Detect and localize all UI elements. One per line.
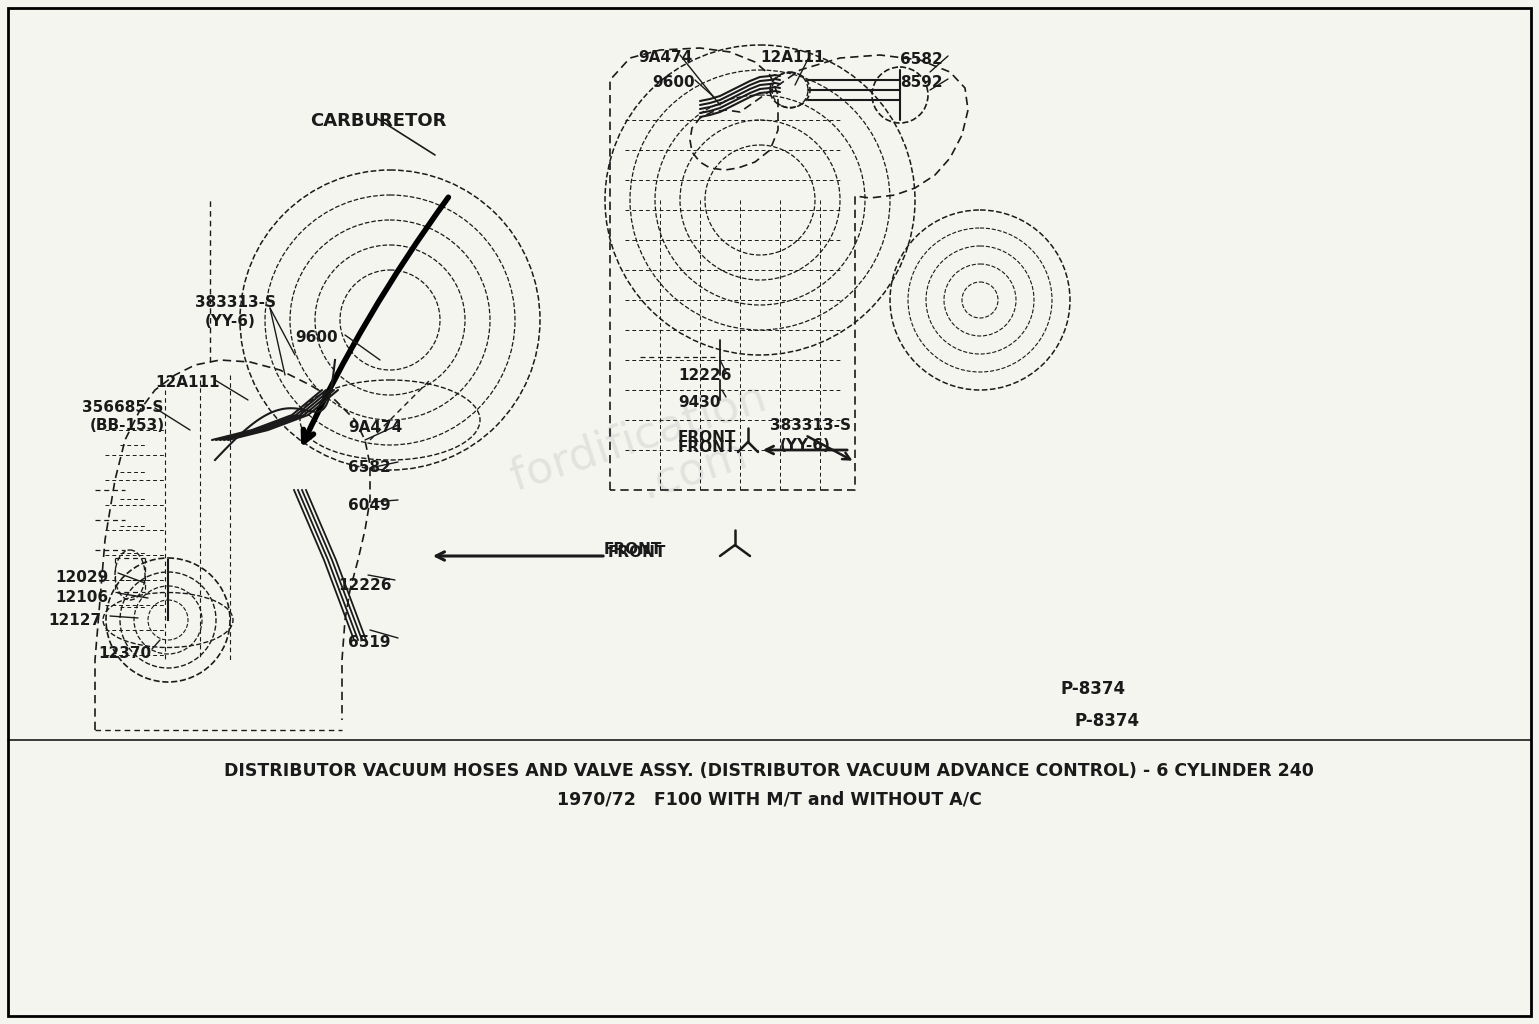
Text: FRONT: FRONT	[679, 430, 736, 445]
Text: 12106: 12106	[55, 590, 108, 605]
Text: 6582: 6582	[348, 460, 391, 475]
Text: 9A474: 9A474	[639, 50, 693, 65]
Text: 12029: 12029	[55, 570, 108, 585]
Text: FRONT: FRONT	[679, 440, 736, 455]
Text: fordification
      .com: fordification .com	[505, 376, 788, 546]
Text: 6049: 6049	[348, 498, 391, 513]
Text: 12226: 12226	[339, 578, 391, 593]
Text: 12A111: 12A111	[760, 50, 825, 65]
Text: (YY-6): (YY-6)	[205, 314, 255, 329]
Text: 12127: 12127	[48, 613, 102, 628]
Text: 8592: 8592	[900, 75, 942, 90]
Text: 9600: 9600	[653, 75, 694, 90]
Text: 383313-S: 383313-S	[770, 418, 851, 433]
Text: 383313-S: 383313-S	[195, 295, 275, 310]
Text: 1970/72   F100 WITH M/T and WITHOUT A/C: 1970/72 F100 WITH M/T and WITHOUT A/C	[557, 790, 982, 808]
Text: CARBURETOR: CARBURETOR	[309, 112, 446, 130]
Text: 12226: 12226	[679, 368, 731, 383]
Text: FRONT: FRONT	[608, 545, 666, 560]
Text: DISTRIBUTOR VACUUM HOSES AND VALVE ASSY. (DISTRIBUTOR VACUUM ADVANCE CONTROL) - : DISTRIBUTOR VACUUM HOSES AND VALVE ASSY.…	[225, 762, 1314, 780]
Text: P-8374: P-8374	[1060, 680, 1125, 698]
Text: 9430: 9430	[679, 395, 720, 410]
Text: 356685-S: 356685-S	[82, 400, 163, 415]
Text: 9A474: 9A474	[348, 420, 402, 435]
Text: (YY-6): (YY-6)	[780, 438, 831, 453]
Text: 6519: 6519	[348, 635, 391, 650]
Text: 12370: 12370	[98, 646, 151, 662]
Text: (BB-153): (BB-153)	[89, 418, 165, 433]
Text: 12A111: 12A111	[155, 375, 220, 390]
Text: P-8374: P-8374	[1076, 712, 1140, 730]
Text: 9600: 9600	[295, 330, 337, 345]
Text: FRONT: FRONT	[603, 542, 662, 557]
Text: 6582: 6582	[900, 52, 943, 67]
